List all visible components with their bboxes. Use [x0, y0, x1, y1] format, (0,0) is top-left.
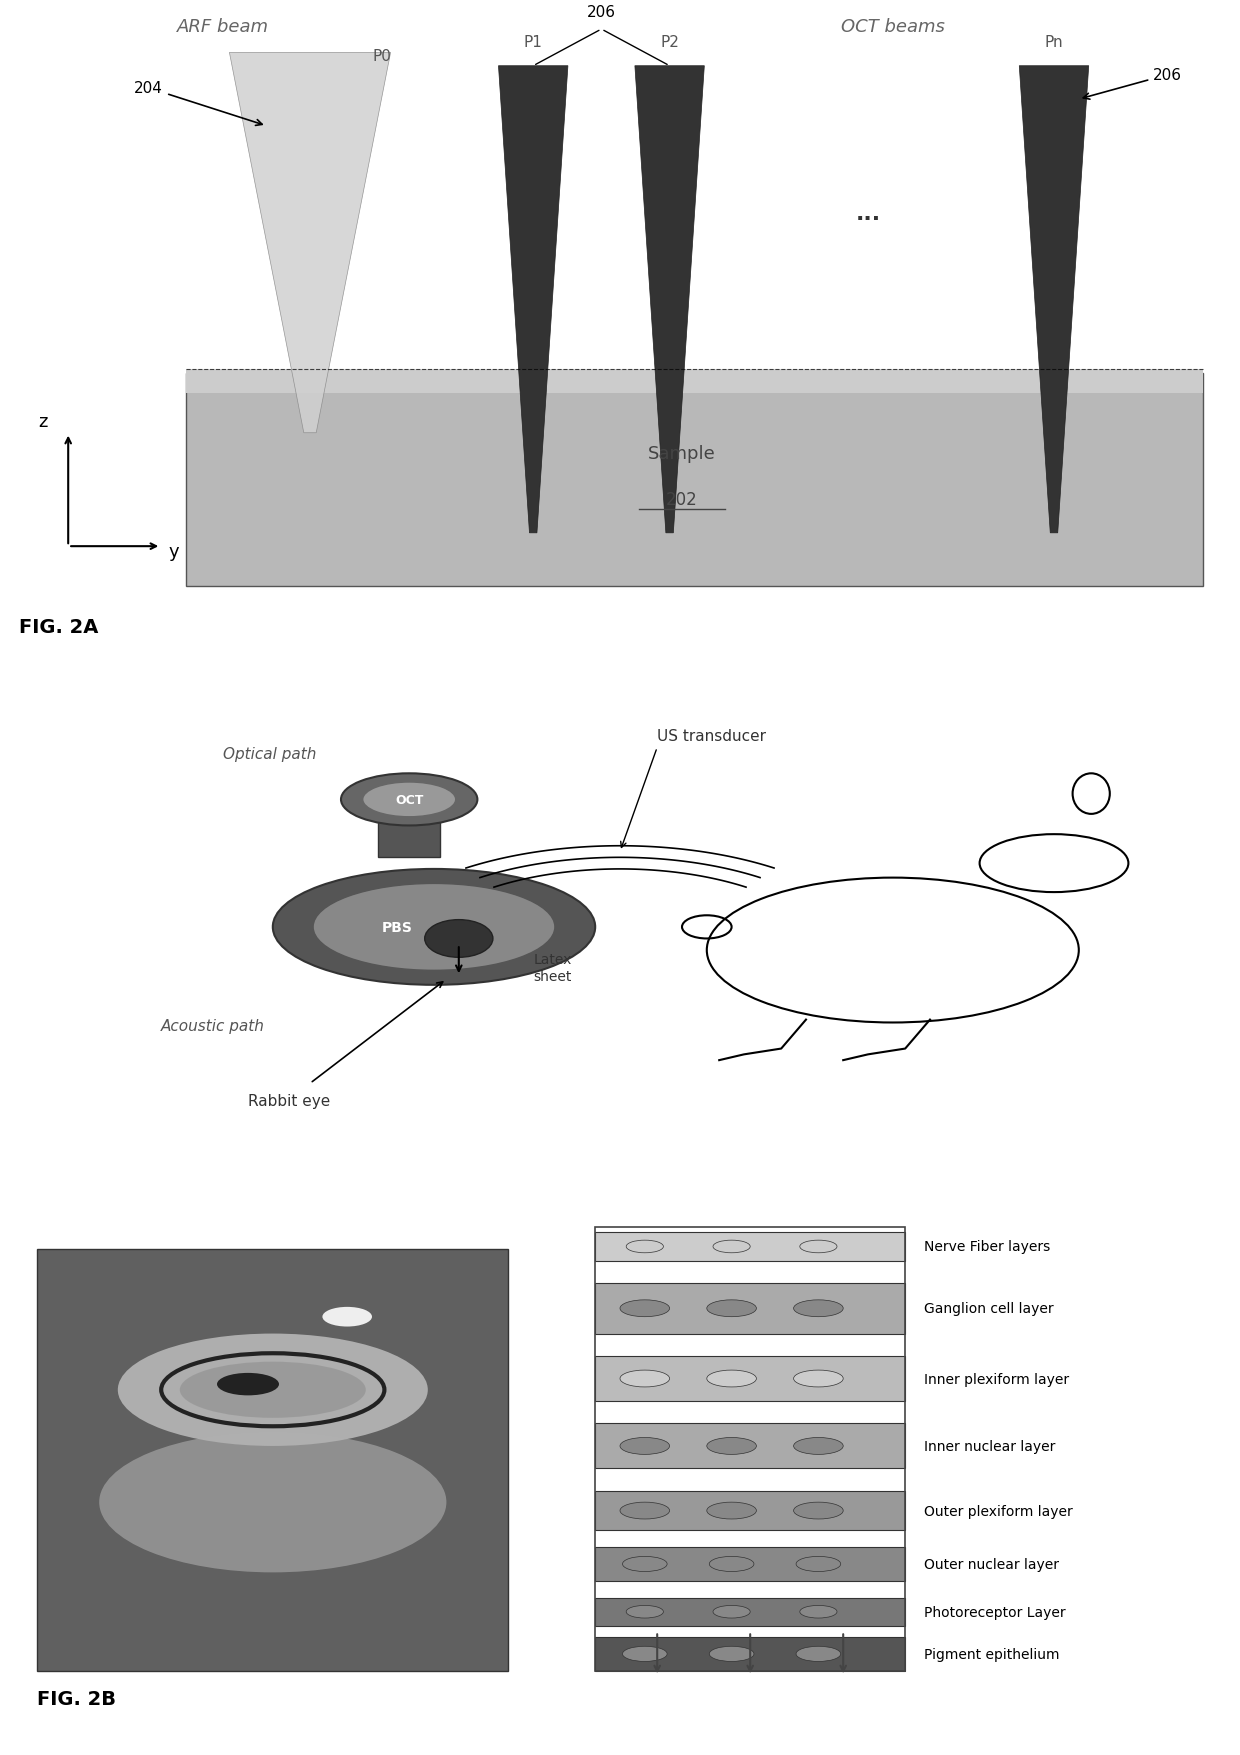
Text: Optical path: Optical path: [223, 746, 316, 762]
Ellipse shape: [626, 1606, 663, 1618]
Bar: [595, 1492, 905, 1530]
Text: P2: P2: [660, 35, 680, 49]
Bar: [186, 374, 1203, 586]
Ellipse shape: [794, 1502, 843, 1520]
Ellipse shape: [217, 1372, 279, 1395]
Polygon shape: [635, 67, 704, 534]
Ellipse shape: [800, 1241, 837, 1253]
Ellipse shape: [118, 1334, 428, 1446]
Ellipse shape: [794, 1371, 843, 1386]
Text: Outer plexiform layer: Outer plexiform layer: [924, 1504, 1073, 1518]
Ellipse shape: [707, 1300, 756, 1316]
Ellipse shape: [707, 1371, 756, 1386]
Text: FIG. 2B: FIG. 2B: [37, 1690, 117, 1708]
Text: Inner plexiform layer: Inner plexiform layer: [924, 1372, 1069, 1386]
Ellipse shape: [620, 1437, 670, 1455]
Ellipse shape: [794, 1437, 843, 1455]
Text: Sample: Sample: [649, 444, 715, 463]
Text: FIG. 2A: FIG. 2A: [19, 618, 98, 637]
Text: z: z: [38, 412, 48, 430]
Text: OCT beams: OCT beams: [841, 18, 945, 35]
Bar: [595, 1423, 905, 1469]
Text: 206: 206: [587, 5, 616, 19]
Ellipse shape: [312, 885, 556, 971]
Text: 202: 202: [666, 491, 698, 509]
Text: ...: ...: [856, 204, 880, 223]
Bar: [595, 1283, 905, 1334]
Ellipse shape: [273, 869, 595, 985]
Text: Ganglion cell layer: Ganglion cell layer: [924, 1302, 1054, 1316]
Text: Pigment epithelium: Pigment epithelium: [924, 1646, 1059, 1660]
Text: OCT: OCT: [396, 793, 423, 807]
Ellipse shape: [622, 1557, 667, 1572]
Text: PBS: PBS: [382, 920, 412, 934]
Text: US transducer: US transducer: [657, 728, 766, 744]
Ellipse shape: [794, 1300, 843, 1316]
Polygon shape: [1019, 67, 1089, 534]
Text: Latex
sheet: Latex sheet: [533, 953, 572, 983]
Ellipse shape: [796, 1646, 841, 1662]
Ellipse shape: [620, 1502, 670, 1520]
Ellipse shape: [322, 1307, 372, 1327]
Ellipse shape: [796, 1557, 841, 1572]
Text: P1: P1: [523, 35, 543, 49]
Text: P0: P0: [372, 49, 391, 65]
Text: Outer nuclear layer: Outer nuclear layer: [924, 1557, 1059, 1571]
Bar: [595, 1227, 905, 1671]
Bar: [595, 1597, 905, 1625]
Ellipse shape: [341, 774, 477, 827]
Ellipse shape: [622, 1646, 667, 1662]
Text: Pn: Pn: [1044, 35, 1064, 49]
Ellipse shape: [620, 1371, 670, 1386]
Text: y: y: [169, 542, 179, 562]
Bar: [37, 1250, 508, 1671]
Ellipse shape: [362, 783, 456, 818]
Text: 204: 204: [134, 81, 262, 126]
Ellipse shape: [620, 1300, 670, 1316]
Ellipse shape: [800, 1606, 837, 1618]
Polygon shape: [498, 67, 568, 534]
Ellipse shape: [424, 920, 494, 958]
Text: 206: 206: [1084, 68, 1182, 100]
Bar: [378, 800, 440, 858]
Ellipse shape: [707, 1437, 756, 1455]
Ellipse shape: [713, 1606, 750, 1618]
Text: Nerve Fiber layers: Nerve Fiber layers: [924, 1239, 1050, 1253]
Text: ARF beam: ARF beam: [177, 18, 269, 35]
Text: Photoreceptor Layer: Photoreceptor Layer: [924, 1604, 1065, 1618]
Ellipse shape: [707, 1502, 756, 1520]
Bar: [595, 1637, 905, 1671]
Text: Rabbit eye: Rabbit eye: [248, 1093, 330, 1109]
Bar: [595, 1232, 905, 1260]
Ellipse shape: [709, 1557, 754, 1572]
Text: Inner nuclear layer: Inner nuclear layer: [924, 1439, 1055, 1453]
Ellipse shape: [713, 1241, 750, 1253]
Bar: [186, 370, 1203, 393]
Ellipse shape: [709, 1646, 754, 1662]
Bar: [595, 1548, 905, 1581]
Text: Acoustic path: Acoustic path: [161, 1018, 265, 1034]
Polygon shape: [229, 53, 391, 433]
Ellipse shape: [99, 1432, 446, 1572]
Ellipse shape: [626, 1241, 663, 1253]
Ellipse shape: [180, 1362, 366, 1418]
Bar: [595, 1357, 905, 1400]
